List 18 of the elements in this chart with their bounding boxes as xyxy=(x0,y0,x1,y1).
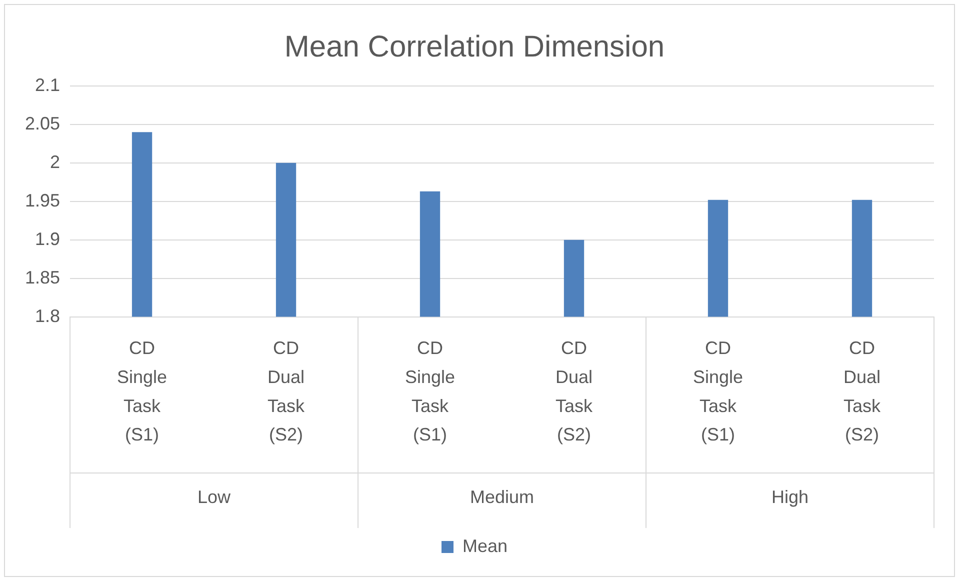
x-tick-label: CD Dual Task (S2) xyxy=(556,338,594,445)
legend-label: Mean xyxy=(462,536,508,556)
x-tick-label: CD Single Task (S1) xyxy=(404,338,456,445)
y-tick-label: 1.9 xyxy=(35,228,60,249)
y-tick-label: 2.05 xyxy=(24,113,60,134)
y-tick-label: 1.8 xyxy=(35,306,60,326)
y-tick-label: 2.1 xyxy=(35,74,60,95)
x-tick-label: CD Dual Task (S2) xyxy=(268,338,306,445)
y-tick-label: 1.85 xyxy=(24,267,60,288)
y-tick-label: 2 xyxy=(50,152,60,172)
text: Medium xyxy=(470,486,534,507)
x-tick-label: CD Dual Task (S2) xyxy=(843,338,882,445)
chart-title: Mean Correlation Dimension xyxy=(284,30,665,64)
x-tick-label: CD Single Task (S1) xyxy=(117,338,168,445)
text: Low xyxy=(198,486,232,507)
x-tick-label: CD Single Task (S1) xyxy=(692,338,744,445)
y-tick-label: 1.95 xyxy=(24,190,60,210)
text: High xyxy=(771,486,809,507)
